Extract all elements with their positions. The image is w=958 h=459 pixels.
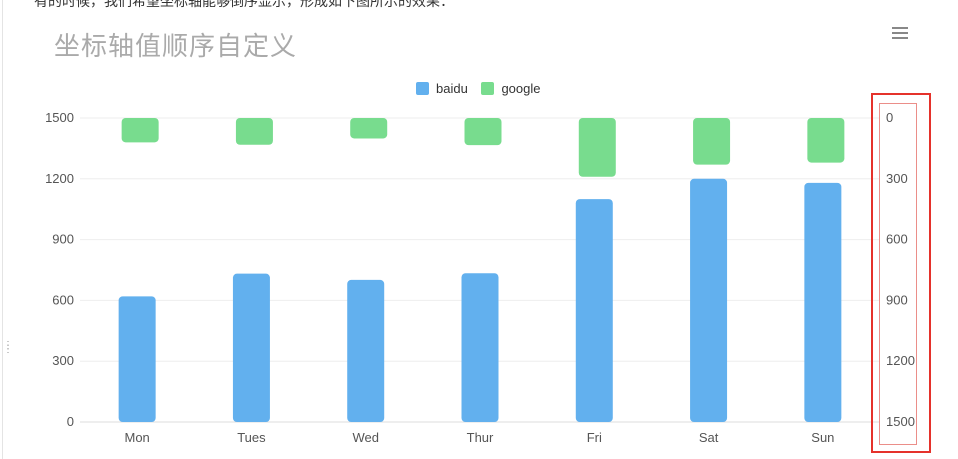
bar-baidu[interactable] (575, 199, 613, 422)
legend-label-baidu: baidu (436, 81, 468, 96)
highlight-inner-box (879, 103, 917, 445)
y-left-tick-label: 0 (67, 414, 74, 429)
y-right-tick-label: 600 (886, 232, 908, 247)
bar-google[interactable] (350, 118, 388, 139)
x-tick-label: Thur (467, 430, 494, 445)
bar-google[interactable] (235, 118, 273, 145)
y-left-tick-label: 900 (52, 232, 74, 247)
y-right-tick-label: 0 (886, 110, 893, 125)
bar-google[interactable] (464, 118, 502, 146)
y-left-tick-label: 300 (52, 353, 74, 368)
page-divider (2, 0, 3, 459)
bar-google[interactable] (693, 118, 731, 165)
x-tick-label: Fri (587, 430, 602, 445)
legend-swatch-google (481, 82, 495, 95)
bar-google[interactable] (578, 118, 616, 177)
bar-baidu[interactable] (804, 182, 842, 422)
x-tick-label: Wed (352, 430, 379, 445)
bar-baidu[interactable] (118, 296, 156, 422)
highlight-box (871, 93, 931, 453)
bar-google[interactable] (121, 118, 159, 143)
chart-legend: baidu google (416, 81, 550, 98)
legend-label-google: google (501, 81, 541, 96)
y-left-tick-label: 600 (52, 292, 74, 307)
x-tick-label: Mon (124, 430, 149, 445)
x-tick-label: Sat (699, 430, 719, 445)
bar-baidu[interactable] (347, 279, 385, 422)
chart-title: 坐标轴值顺序自定义 (54, 31, 298, 61)
menu-icon[interactable] (892, 27, 908, 41)
x-tick-label: Sun (811, 430, 834, 445)
y-right-tick-label: 300 (886, 171, 908, 186)
x-tick-label: Tues (237, 430, 266, 445)
bar-baidu[interactable] (461, 273, 499, 422)
drag-handle-icon[interactable]: ⋮ ⋮ (3, 340, 13, 355)
legend-item-baidu[interactable]: baidu (416, 81, 468, 96)
legend-item-google[interactable]: google (481, 81, 540, 96)
y-left-tick-label: 1500 (45, 110, 74, 125)
y-right-tick-label: 1200 (886, 353, 915, 368)
bar-google[interactable] (807, 118, 845, 163)
y-right-tick-label: 1500 (886, 414, 915, 429)
bar-baidu[interactable] (232, 273, 270, 422)
intro-text: 有的时候，我们希望坐标轴能够倒序显示，形成如下图所示的效果： (34, 0, 454, 9)
y-right-tick-label: 900 (886, 292, 908, 307)
bar-baidu[interactable] (690, 178, 728, 422)
y-left-tick-label: 1200 (45, 171, 74, 186)
legend-swatch-baidu (416, 82, 429, 95)
